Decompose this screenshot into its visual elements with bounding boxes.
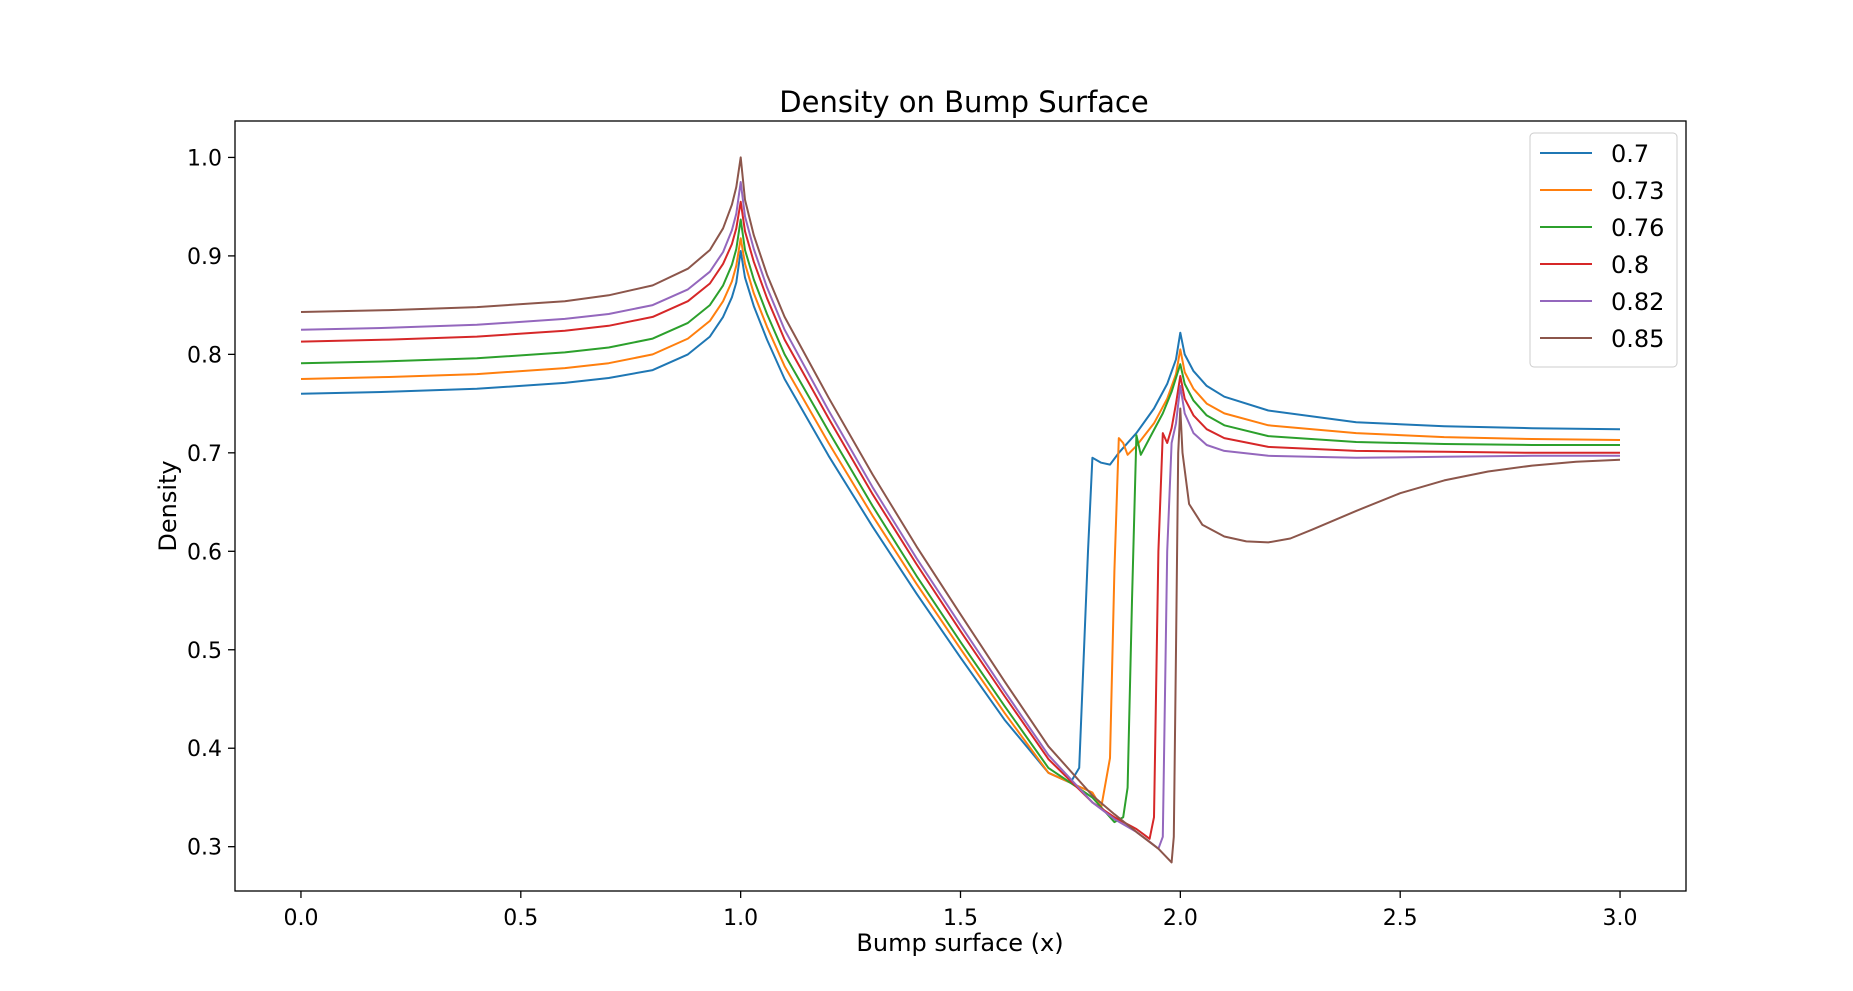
x-axis-label: Bump surface (x)	[856, 929, 1063, 957]
legend-label: 0.82	[1611, 288, 1664, 316]
x-tick-label: 2.0	[1163, 906, 1198, 931]
legend-label: 0.76	[1611, 214, 1664, 242]
y-tick-label: 0.8	[187, 343, 222, 368]
x-axis: 0.0 0.5 1.0 1.5 2.0 2.5 3.0	[283, 891, 1638, 931]
legend-label: 0.73	[1611, 177, 1664, 205]
series-line-1	[300, 237, 1621, 809]
legend-label: 0.85	[1611, 325, 1664, 353]
series-line-4	[300, 181, 1620, 850]
y-axis: 0.3 0.4 0.5 0.6 0.7 0.8 0.9 1.0	[187, 146, 235, 861]
series-line-2	[300, 218, 1620, 824]
y-tick-label: 0.9	[187, 245, 222, 270]
legend-label: 0.8	[1611, 251, 1649, 279]
x-tick-label: 2.5	[1383, 906, 1418, 931]
x-tick-label: 0.5	[503, 906, 538, 931]
y-tick-label: 0.5	[187, 639, 222, 664]
legend: 0.7 0.73 0.76 0.8 0.82 0.85	[1529, 132, 1678, 368]
x-tick-label: 1.0	[723, 906, 758, 931]
plot-lines	[300, 156, 1621, 864]
y-axis-label: Density	[154, 460, 182, 551]
y-tick-label: 0.4	[187, 737, 222, 762]
series-line-3	[300, 200, 1620, 840]
series-line-5	[300, 156, 1621, 864]
y-tick-label: 0.7	[187, 442, 222, 467]
chart-title: Density on Bump Surface	[779, 85, 1148, 119]
x-tick-label: 1.5	[943, 906, 978, 931]
legend-box	[1529, 132, 1678, 368]
x-tick-label: 3.0	[1603, 906, 1638, 931]
y-tick-label: 1.0	[187, 146, 222, 171]
y-tick-label: 0.6	[187, 540, 222, 565]
x-tick-label: 0.0	[283, 906, 318, 931]
legend-label: 0.7	[1611, 140, 1649, 168]
y-tick-label: 0.3	[187, 836, 222, 861]
